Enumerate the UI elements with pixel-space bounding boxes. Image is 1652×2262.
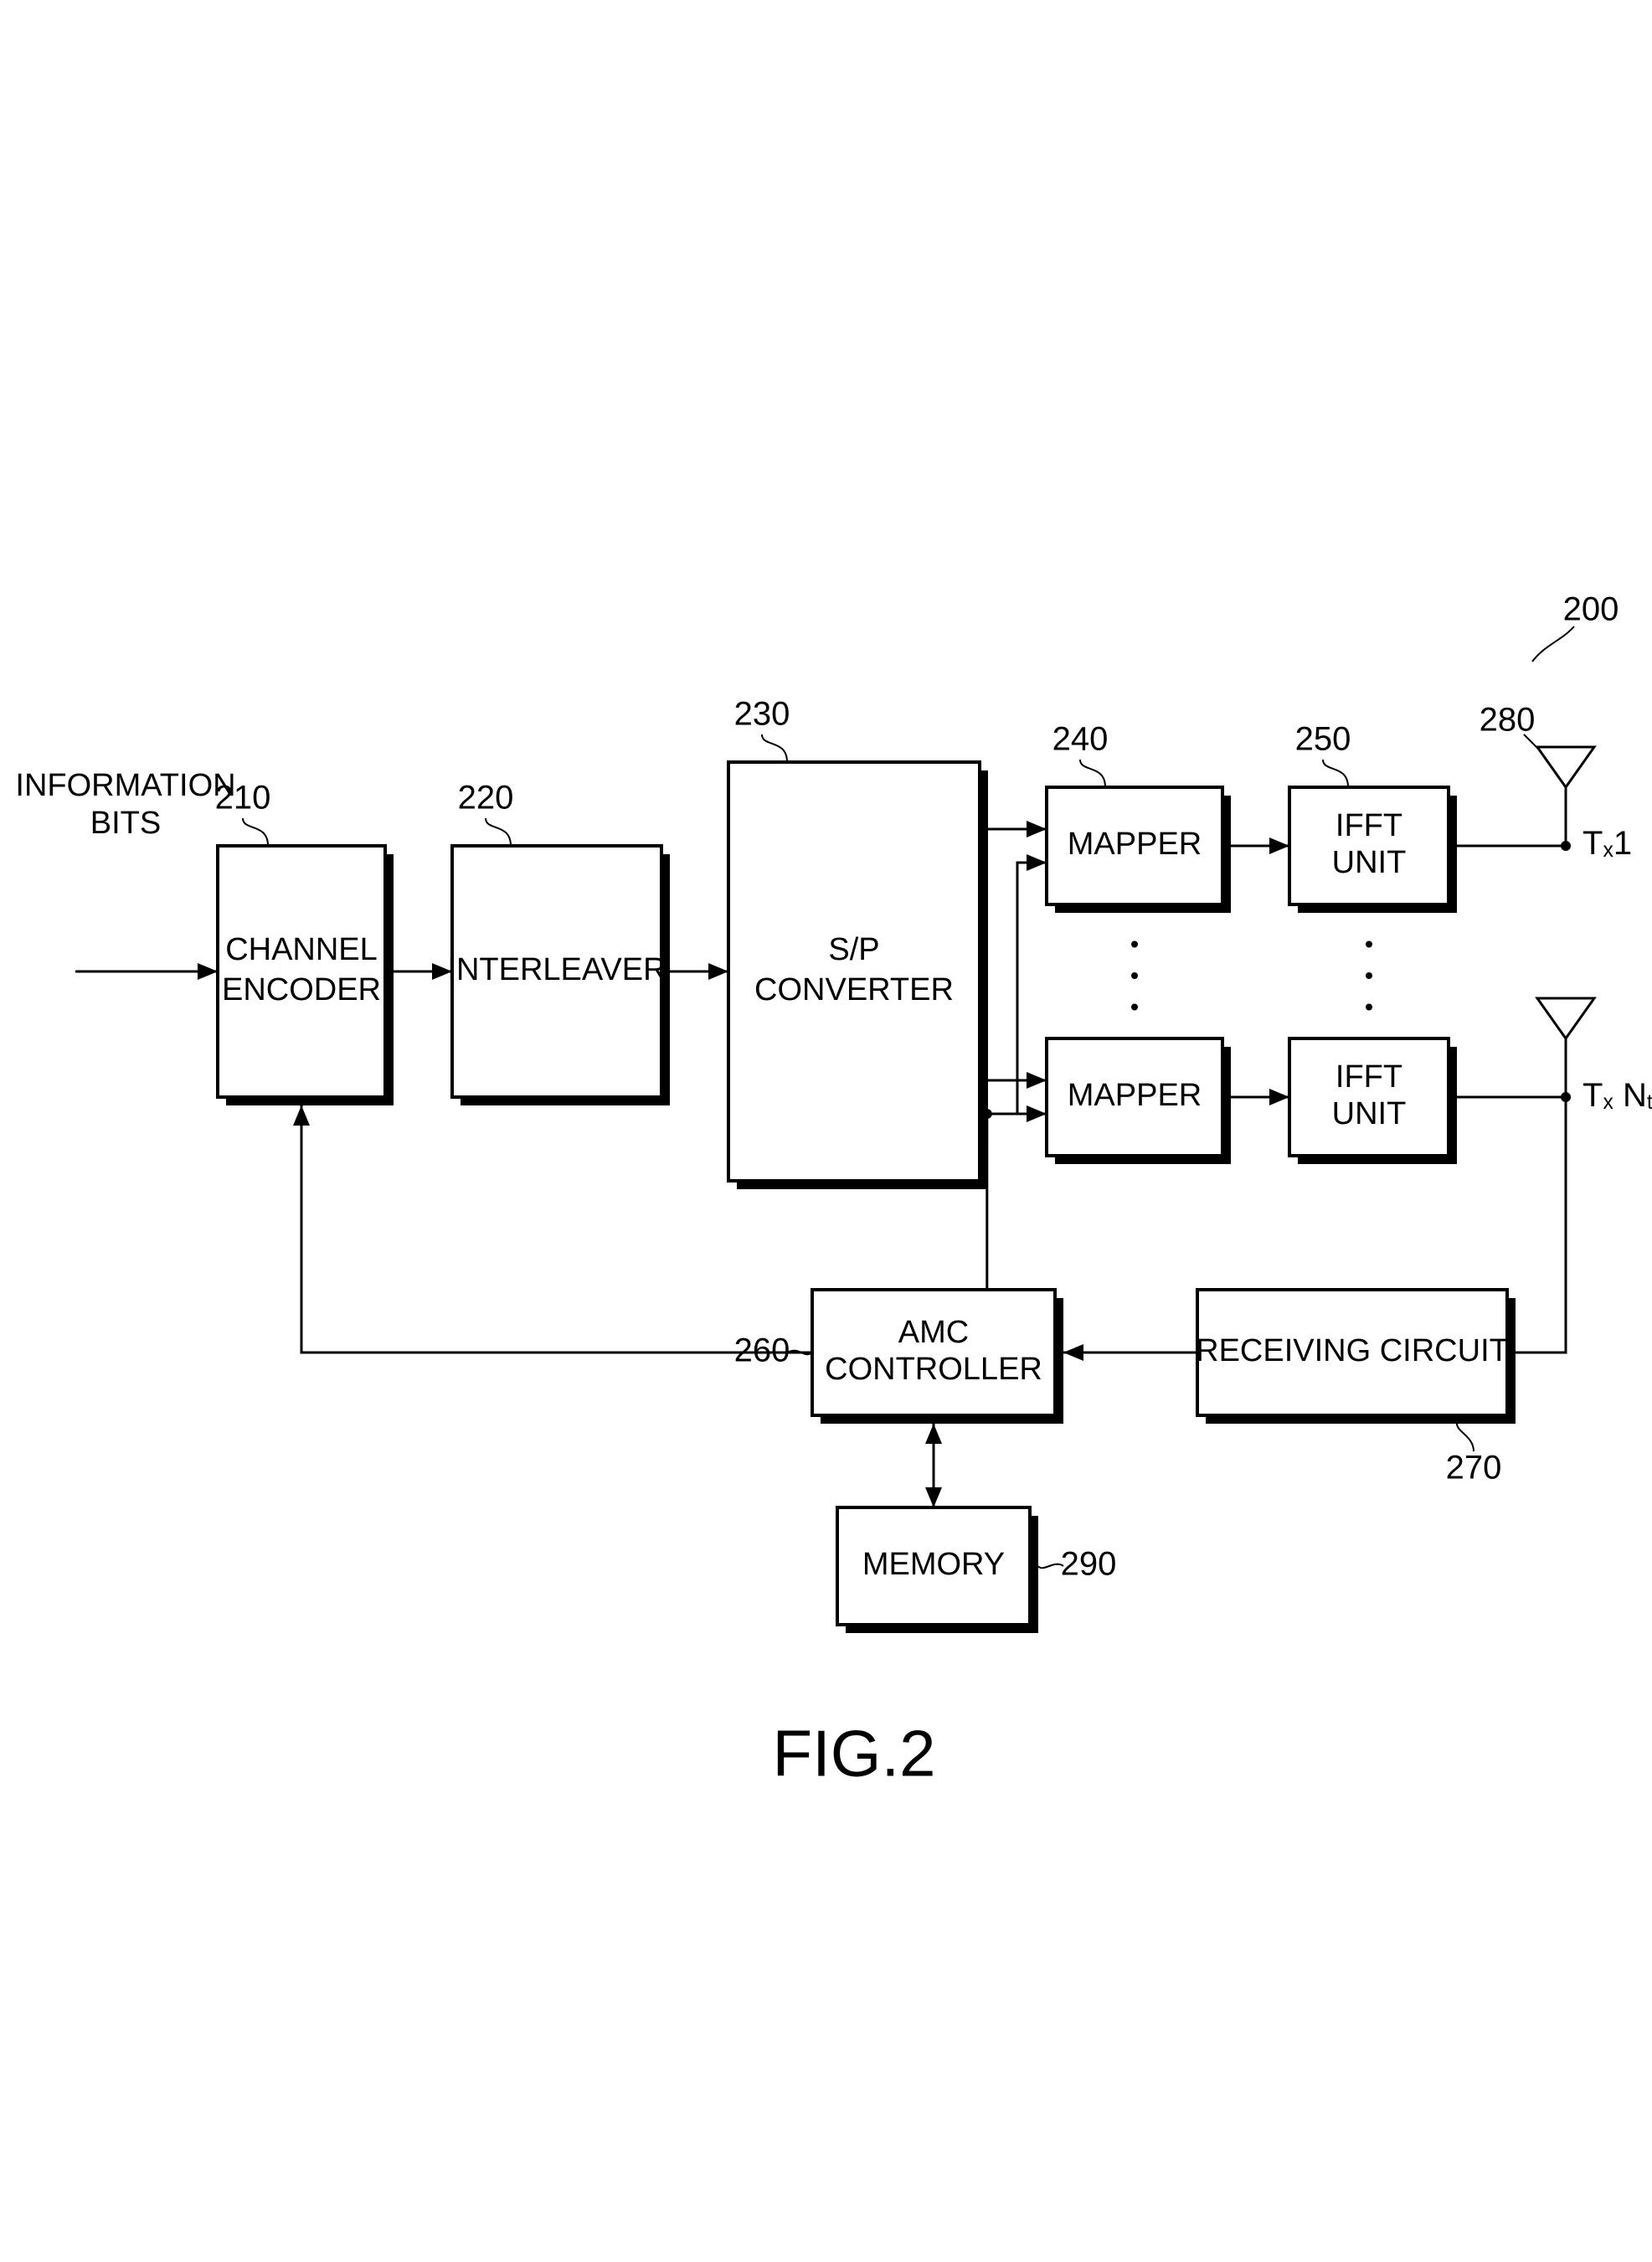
ref-260: 260 <box>734 1332 812 1369</box>
antenna-top-icon <box>1537 747 1594 804</box>
ref-230: 230 <box>734 696 790 762</box>
figure-label: FIG.2 <box>772 1717 935 1791</box>
svg-text:UNIT: UNIT <box>1332 1096 1407 1131</box>
svg-text:250: 250 <box>1295 721 1351 758</box>
svg-text:CHANNEL: CHANNEL <box>225 932 378 967</box>
svg-text:MAPPER: MAPPER <box>1068 827 1202 862</box>
svg-text:220: 220 <box>458 780 514 817</box>
ref-270: 270 <box>1446 1424 1502 1487</box>
svg-text:CONVERTER: CONVERTER <box>754 972 954 1007</box>
svg-text:UNIT: UNIT <box>1332 845 1407 880</box>
channel-encoder-block: CHANNEL ENCODER <box>218 846 394 1105</box>
svg-text:Tx1: Tx1 <box>1583 825 1632 862</box>
svg-text:280: 280 <box>1480 702 1536 739</box>
memory-block: MEMORY <box>837 1507 1038 1633</box>
svg-text:FIG.2: FIG.2 <box>772 1717 935 1791</box>
amc-controller-block: AMCCONTROLLER <box>812 1290 1063 1424</box>
antenna-bot-icon <box>1537 998 1594 1055</box>
ref-290: 290 <box>1038 1546 1116 1583</box>
svg-text:IFFT: IFFT <box>1335 1059 1402 1095</box>
svg-text:200: 200 <box>1563 591 1619 628</box>
svg-text:RECEIVING CIRCUIT: RECEIVING CIRCUIT <box>1196 1333 1509 1368</box>
sp-converter-block: S/P CONVERTER <box>728 762 988 1189</box>
ref-210: 210 <box>215 780 271 846</box>
svg-text:230: 230 <box>734 696 790 733</box>
svg-text:INTERLEAVER: INTERLEAVER <box>447 952 666 987</box>
svg-text:240: 240 <box>1052 721 1109 758</box>
mapper-bot-block: MAPPER <box>1047 1038 1231 1164</box>
antenna-labels: Tx1 Tx Nt <box>1583 825 1652 1114</box>
svg-text:Tx Nt: Tx Nt <box>1583 1077 1652 1114</box>
svg-text:270: 270 <box>1446 1450 1502 1487</box>
receiving-circuit-block: RECEIVING CIRCUIT <box>1196 1290 1516 1424</box>
ifft-bot-block: IFFTUNIT <box>1289 1038 1457 1164</box>
svg-text:MEMORY: MEMORY <box>862 1547 1005 1582</box>
svg-text:ENCODER: ENCODER <box>222 972 381 1007</box>
ref-250: 250 <box>1295 721 1351 787</box>
interleaver-block: INTERLEAVER <box>447 846 670 1105</box>
ref-240: 240 <box>1052 721 1109 787</box>
svg-text:MAPPER: MAPPER <box>1068 1078 1202 1113</box>
svg-text:S/P: S/P <box>828 932 879 967</box>
svg-text:INFORMATION: INFORMATION <box>15 768 235 803</box>
input-label: INFORMATIONBITS <box>15 768 235 841</box>
svg-text:AMC: AMC <box>898 1315 969 1350</box>
mapper-top-block: MAPPER <box>1047 787 1231 913</box>
svg-text:290: 290 <box>1061 1546 1117 1583</box>
svg-text:CONTROLLER: CONTROLLER <box>825 1352 1042 1387</box>
ref-220: 220 <box>458 780 514 846</box>
ellipsis-dots <box>1131 941 1372 1011</box>
svg-text:BITS: BITS <box>90 806 161 841</box>
svg-text:IFFT: IFFT <box>1335 808 1402 843</box>
ifft-top-block: IFFTUNIT <box>1289 787 1457 913</box>
ref-200: 200 <box>1532 591 1619 662</box>
block-diagram: CHANNEL ENCODER INTERLEAVER S/P CONVERTER MAP… <box>0 0 1652 2262</box>
ref-280: 280 <box>1480 702 1541 751</box>
svg-text:260: 260 <box>734 1332 790 1369</box>
svg-text:210: 210 <box>215 780 271 817</box>
